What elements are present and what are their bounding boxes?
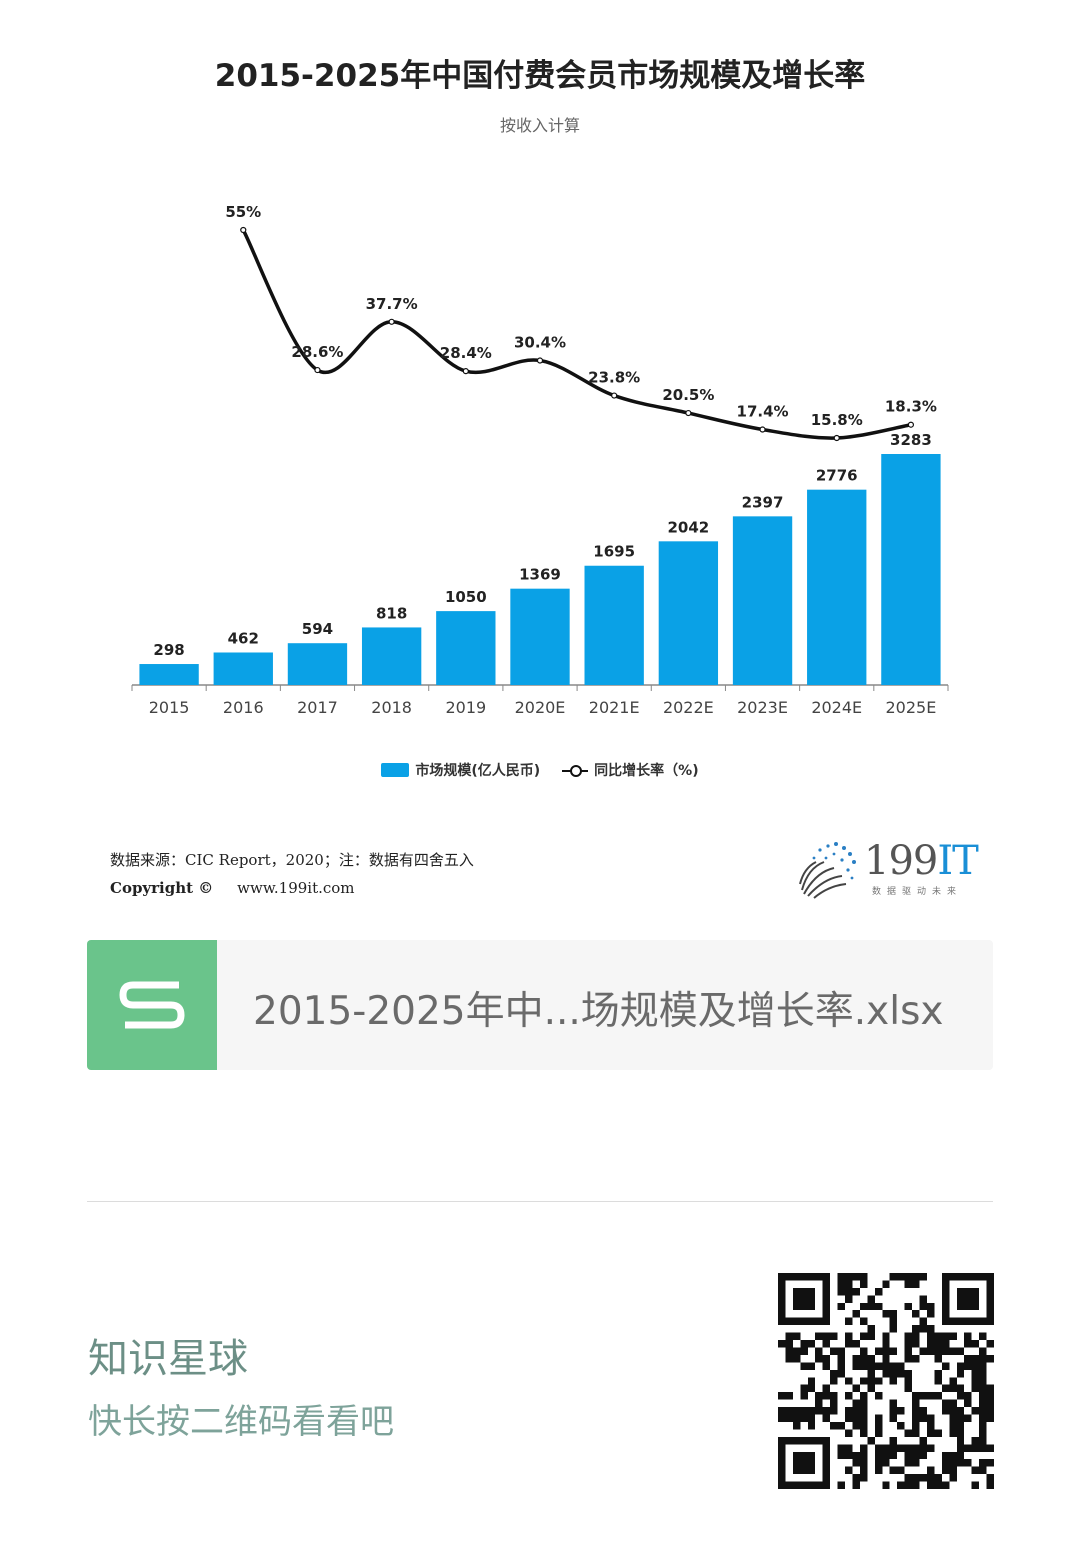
x-tick-label: 2018 [371,698,412,717]
source-line: 数据来源：CIC Report，2020；注：数据有四舍五入 [110,851,474,869]
growth-point-2022E [685,409,692,417]
brand-dandelion-icon [799,842,856,899]
brand-digits: 199 [864,838,938,884]
x-tick-label: 2016 [223,698,264,717]
growth-point-2025E [907,421,915,428]
growth-point-2020E [536,357,544,364]
growth-point-2021E [611,392,618,399]
bar-value-label: 2042 [667,518,709,536]
x-tick-label: 2023E [737,698,788,717]
bar-2022E [658,541,719,685]
spreadsheet-s-icon [87,940,217,1070]
bar-value-label: 1050 [445,588,487,606]
copyright-label: Copyright © [110,879,214,897]
bar-2024E [807,489,867,685]
growth-point-2016 [240,226,247,234]
bar-value-label: 1695 [593,543,635,561]
legend-item-growth-rate: 同比增长率（%) [562,760,699,780]
growth-value-label: 37.7% [366,295,418,313]
source-note: 数据来源：CIC Report，2020；注：数据有四舍五入 Copyright… [110,846,474,902]
bar-value-label: 2776 [816,467,858,485]
growth-value-label: 17.4% [737,403,789,421]
bar-value-label: 298 [153,641,184,659]
brand-letters: IT [937,838,978,884]
promo-title: 知识星球 [88,1336,248,1382]
growth-point-2017 [314,366,321,374]
file-name: 2015-2025年中...场规模及增长率.xlsx [253,989,944,1034]
bar-value-label: 594 [302,620,333,638]
x-tick-label: 2019 [445,698,486,717]
legend-bar-label: 市场规模(亿人民币) [415,763,541,779]
growth-value-label: 30.4% [514,334,566,352]
growth-point-2019 [462,368,469,375]
bar-2019 [436,611,496,685]
bar-2025E [881,454,941,685]
chart-legend: 市场规模(亿人民币) 同比增长率（%) [0,760,1080,780]
brand-name: 199IT [864,838,979,884]
x-tick-label: 2024E [811,698,862,717]
bar-2015 [139,664,199,685]
bar-2017 [287,643,348,685]
legend-item-market-size: 市场规模(亿人民币) [381,760,540,780]
bar-2020E [510,588,570,685]
growth-value-label: 18.3% [885,398,937,416]
bar-2023E [732,516,793,685]
x-tick-label: 2020E [515,698,566,717]
combo-chart: 298 2015 462 2016 594 2017 818 2018 1050 2019 1369… [131,203,949,717]
growth-point-2018 [388,318,395,325]
growth-value-label: 55% [225,203,261,221]
bar-value-label: 2397 [742,493,784,511]
brand-tagline: 数据驱动未来 [872,887,963,897]
bar-value-label: 818 [376,604,407,622]
bar-2018 [361,627,422,685]
s-glyph-icon [119,981,185,1029]
bar-2021E [584,565,644,685]
chart-title: 2015-2025年中国付费会员市场规模及增长率 [214,58,866,94]
x-tick-label: 2015 [149,698,190,717]
legend-line-swatch [562,763,589,777]
bar-value-label: 462 [228,629,259,647]
x-tick-label: 2022E [663,698,714,717]
growth-point-2024E [833,434,840,442]
growth-value-label: 23.8% [588,369,640,387]
growth-value-label: 15.8% [811,411,863,429]
x-tick-label: 2017 [297,698,338,717]
qr-code[interactable] [778,1273,994,1489]
section-divider [87,1201,993,1202]
growth-value-label: 20.5% [662,386,714,404]
bar-value-label: 1369 [519,566,561,584]
growth-rate-line [241,229,912,440]
file-attachment-card[interactable]: 2015-2025年中...场规模及增长率.xlsx [87,940,993,1070]
site-url: www.199it.com [237,879,355,897]
growth-value-label: 28.6% [291,343,343,361]
x-tick-label: 2021E [589,698,640,717]
bar-value-label: 3283 [890,431,932,449]
promo-subtitle: 快长按二维码看看吧 [88,1402,394,1442]
growth-point-2023E [759,426,766,433]
legend-line-label: 同比增长率（%) [594,763,699,779]
brand-logo: 199IT 数据驱动未来 [796,836,986,906]
copyright-line: Copyright © www.199it.com [110,874,474,902]
x-tick-label: 2025E [885,698,936,717]
legend-bar-swatch [381,763,410,777]
chart-subtitle: 按收入计算 [499,116,580,135]
bar-2016 [213,652,273,685]
growth-value-label: 28.4% [440,344,492,362]
